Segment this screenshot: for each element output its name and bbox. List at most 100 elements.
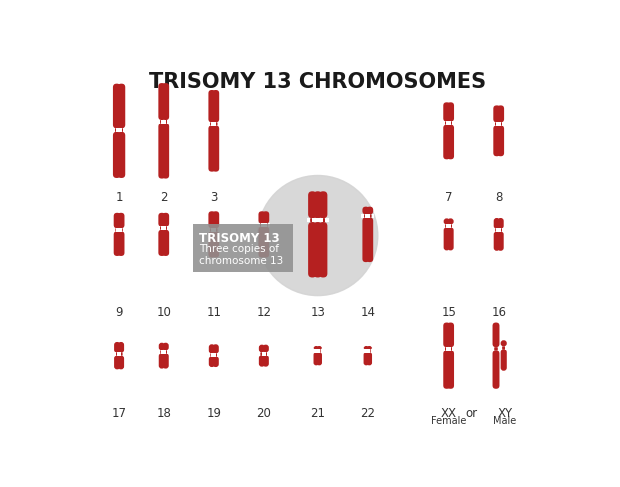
FancyBboxPatch shape (161, 350, 164, 354)
FancyBboxPatch shape (117, 128, 120, 132)
FancyBboxPatch shape (262, 227, 269, 258)
FancyBboxPatch shape (212, 211, 219, 228)
FancyBboxPatch shape (213, 356, 219, 367)
FancyBboxPatch shape (371, 214, 374, 218)
FancyBboxPatch shape (447, 322, 454, 347)
FancyBboxPatch shape (494, 218, 500, 229)
FancyBboxPatch shape (315, 350, 317, 352)
FancyBboxPatch shape (448, 224, 451, 228)
Text: 10: 10 (156, 306, 171, 319)
FancyBboxPatch shape (308, 222, 317, 278)
FancyBboxPatch shape (452, 224, 455, 228)
FancyBboxPatch shape (161, 226, 164, 230)
FancyBboxPatch shape (264, 353, 267, 355)
FancyBboxPatch shape (320, 218, 323, 223)
Text: XY: XY (497, 407, 512, 420)
FancyBboxPatch shape (167, 120, 170, 124)
FancyBboxPatch shape (114, 342, 120, 353)
FancyBboxPatch shape (118, 132, 125, 178)
FancyBboxPatch shape (162, 83, 169, 120)
FancyBboxPatch shape (159, 343, 165, 351)
FancyBboxPatch shape (498, 122, 502, 126)
FancyBboxPatch shape (214, 122, 216, 126)
FancyBboxPatch shape (443, 350, 450, 389)
FancyBboxPatch shape (119, 128, 122, 132)
FancyBboxPatch shape (446, 224, 449, 228)
FancyBboxPatch shape (319, 191, 327, 218)
FancyBboxPatch shape (114, 356, 120, 369)
FancyBboxPatch shape (497, 231, 503, 251)
FancyBboxPatch shape (113, 353, 115, 356)
FancyBboxPatch shape (210, 354, 213, 356)
FancyBboxPatch shape (160, 226, 164, 230)
FancyBboxPatch shape (218, 228, 220, 232)
FancyBboxPatch shape (158, 123, 166, 179)
FancyBboxPatch shape (366, 352, 372, 365)
FancyBboxPatch shape (321, 218, 326, 222)
FancyBboxPatch shape (115, 353, 119, 356)
FancyBboxPatch shape (448, 227, 454, 250)
FancyBboxPatch shape (443, 224, 445, 228)
FancyBboxPatch shape (207, 122, 210, 126)
FancyBboxPatch shape (499, 122, 502, 126)
FancyBboxPatch shape (214, 228, 216, 232)
FancyBboxPatch shape (505, 346, 508, 350)
FancyBboxPatch shape (259, 211, 265, 224)
FancyBboxPatch shape (318, 350, 321, 352)
FancyBboxPatch shape (118, 213, 125, 228)
FancyBboxPatch shape (208, 231, 215, 258)
Text: TRISOMY 13: TRISOMY 13 (199, 232, 280, 244)
FancyBboxPatch shape (321, 350, 323, 353)
FancyBboxPatch shape (317, 352, 322, 365)
FancyBboxPatch shape (164, 350, 166, 354)
FancyBboxPatch shape (212, 126, 219, 171)
FancyBboxPatch shape (502, 228, 505, 232)
FancyBboxPatch shape (500, 340, 507, 346)
FancyBboxPatch shape (442, 121, 445, 125)
FancyBboxPatch shape (267, 352, 270, 356)
Text: 8: 8 (495, 191, 502, 204)
FancyBboxPatch shape (492, 347, 494, 351)
FancyBboxPatch shape (160, 351, 164, 353)
FancyBboxPatch shape (207, 228, 210, 232)
FancyBboxPatch shape (162, 230, 169, 256)
FancyBboxPatch shape (158, 213, 166, 226)
FancyBboxPatch shape (492, 228, 495, 232)
FancyBboxPatch shape (497, 126, 504, 156)
FancyBboxPatch shape (363, 346, 369, 350)
FancyBboxPatch shape (368, 350, 371, 352)
FancyBboxPatch shape (118, 342, 124, 353)
Text: Male: Male (494, 416, 516, 426)
FancyBboxPatch shape (260, 224, 264, 227)
FancyBboxPatch shape (495, 229, 498, 231)
Text: 15: 15 (441, 306, 456, 319)
FancyBboxPatch shape (218, 122, 220, 126)
FancyBboxPatch shape (209, 356, 215, 367)
Text: 11: 11 (206, 306, 221, 319)
FancyBboxPatch shape (446, 121, 449, 125)
FancyBboxPatch shape (164, 226, 167, 230)
FancyBboxPatch shape (123, 353, 125, 356)
FancyBboxPatch shape (213, 353, 216, 356)
FancyBboxPatch shape (317, 346, 322, 350)
FancyBboxPatch shape (119, 228, 122, 232)
FancyBboxPatch shape (365, 350, 368, 353)
FancyBboxPatch shape (208, 126, 215, 171)
FancyBboxPatch shape (214, 354, 218, 356)
FancyBboxPatch shape (316, 350, 318, 353)
Text: Female: Female (431, 416, 466, 426)
FancyBboxPatch shape (361, 214, 364, 218)
FancyBboxPatch shape (162, 213, 169, 226)
FancyBboxPatch shape (112, 128, 115, 132)
FancyBboxPatch shape (210, 122, 214, 126)
FancyBboxPatch shape (497, 105, 504, 122)
FancyBboxPatch shape (115, 228, 119, 231)
FancyBboxPatch shape (264, 352, 266, 356)
FancyBboxPatch shape (445, 122, 448, 125)
FancyBboxPatch shape (162, 343, 169, 351)
FancyBboxPatch shape (371, 350, 373, 353)
FancyBboxPatch shape (118, 356, 124, 369)
FancyBboxPatch shape (261, 223, 264, 227)
FancyBboxPatch shape (158, 230, 166, 256)
FancyBboxPatch shape (499, 229, 502, 231)
